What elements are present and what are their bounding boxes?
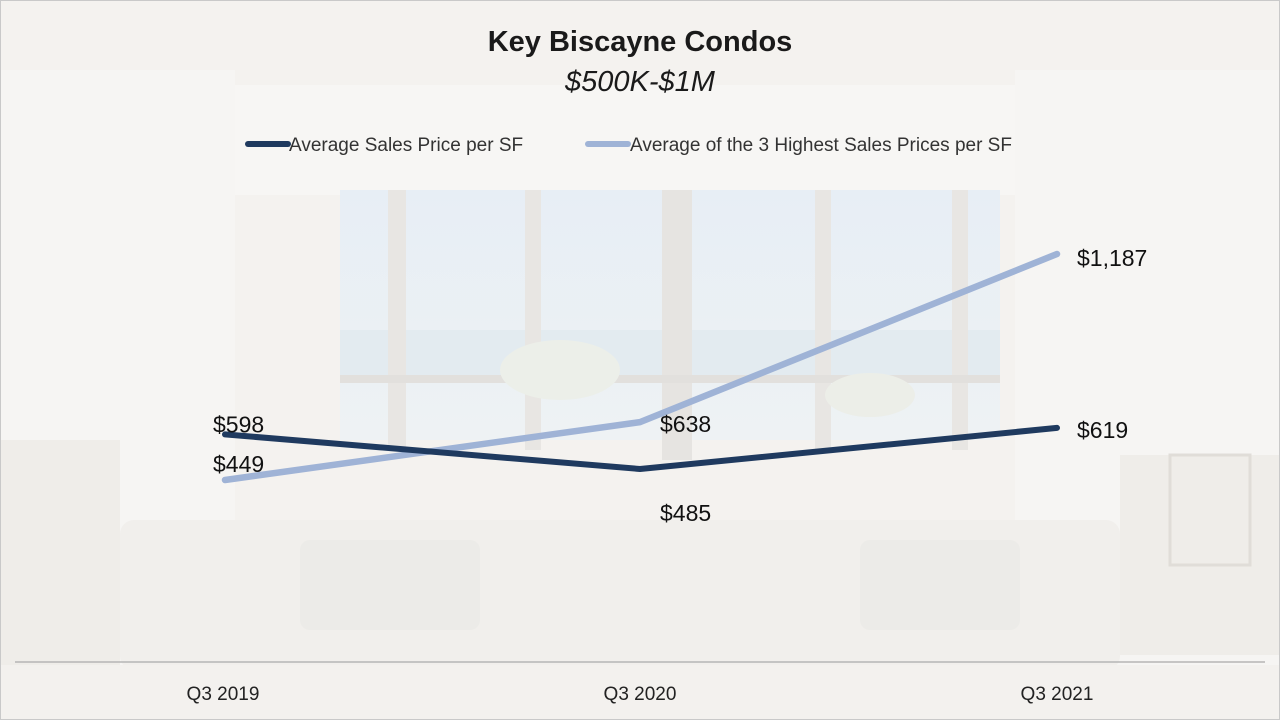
- data-label: $638: [660, 411, 711, 437]
- legend-label: Average Sales Price per SF: [289, 135, 523, 156]
- data-labels-layer: $598 $485 $619 $449 $638 $1,187: [213, 245, 1147, 526]
- legend-item: Average of the 3 Highest Sales Prices pe…: [585, 135, 1012, 156]
- data-label: $449: [213, 451, 264, 477]
- legend-label: Average of the 3 Highest Sales Prices pe…: [630, 135, 1012, 156]
- x-tick-label: Q3 2019: [187, 684, 260, 705]
- x-tick-label: Q3 2020: [604, 684, 677, 705]
- legend: Average Sales Price per SF Average of the…: [245, 135, 1012, 156]
- x-tick-label: Q3 2021: [1021, 684, 1094, 705]
- series-layer: [221, 250, 1061, 484]
- chart-subtitle: $500K-$1M: [565, 66, 715, 98]
- data-label: $619: [1077, 417, 1128, 443]
- legend-item: Average Sales Price per SF: [245, 135, 523, 156]
- x-axis-ticks: Q3 2019 Q3 2020 Q3 2021: [187, 684, 1094, 705]
- data-label: $1,187: [1077, 245, 1147, 271]
- data-label: $598: [213, 411, 264, 437]
- chart-title: Key Biscayne Condos: [487, 26, 793, 58]
- data-label: $485: [660, 500, 711, 526]
